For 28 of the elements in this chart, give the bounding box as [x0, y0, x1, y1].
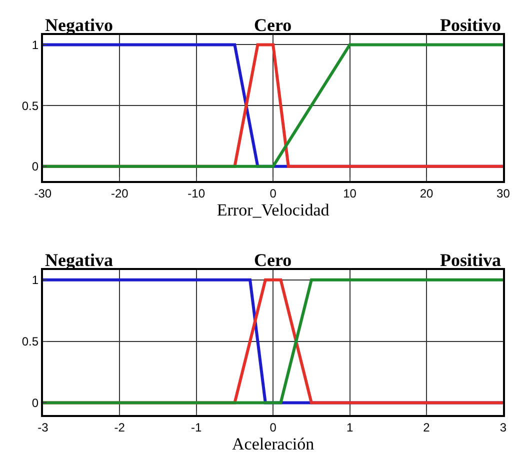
series-label: Positivo [440, 15, 501, 35]
x-axis-title: Aceleración [232, 434, 315, 454]
series-label: Negativo [45, 15, 113, 35]
x-tick-label: -2 [114, 420, 126, 434]
series-label: Cero [254, 15, 292, 35]
series-label: Cero [254, 250, 292, 270]
y-tick-label: 1 [32, 273, 39, 288]
x-tick-label: 20 [420, 186, 434, 200]
x-tick-label: 0 [270, 420, 277, 434]
series-label: Negativa [45, 250, 113, 270]
y-tick-label: 0 [32, 160, 39, 174]
x-tick-label: -10 [188, 186, 206, 200]
y-tick-label: 0 [32, 396, 39, 410]
series-label: Positiva [440, 250, 501, 270]
x-axis-title: Error_Velocidad [216, 200, 330, 220]
x-tick-label: 1 [346, 420, 354, 434]
x-tick-label: 3 [500, 420, 507, 434]
x-tick-label: -3 [38, 420, 49, 434]
x-tick-label: -20 [110, 186, 129, 200]
x-tick-label: 2 [423, 420, 430, 434]
x-tick-label: -30 [34, 186, 52, 200]
y-tick-label: 0.5 [22, 334, 39, 348]
x-tick-label: 30 [496, 186, 510, 200]
y-tick-label: 1 [32, 38, 39, 52]
y-tick-label: 0.5 [22, 98, 39, 113]
x-tick-label: 0 [270, 186, 277, 200]
x-tick-label: -1 [191, 420, 202, 434]
x-tick-label: 10 [343, 186, 357, 200]
